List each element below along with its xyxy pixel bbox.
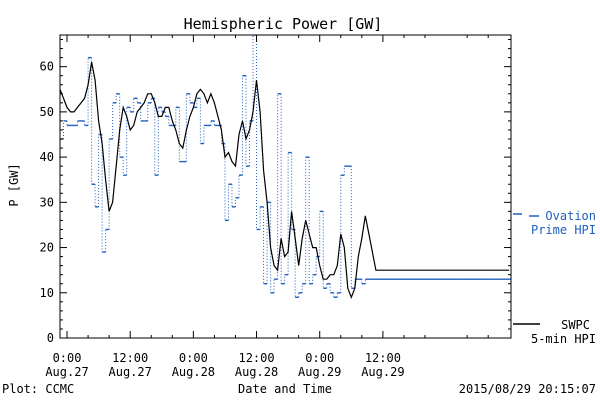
- legend-ovation-line2: Prime HPI: [531, 223, 596, 237]
- x-axis: 0:00Aug.2712:00Aug.270:00Aug.2812:00Aug.…: [45, 35, 489, 379]
- x-tick-time-label: 12:00: [112, 351, 148, 365]
- x-tick-date-label: Aug.28: [172, 365, 215, 379]
- legend-swpc-line2: 5-min HPI: [531, 332, 596, 346]
- x-tick-date-label: Aug.29: [298, 365, 341, 379]
- footer-timestamp: 2015/08/29 20:15:07: [459, 382, 596, 396]
- chart-title: Hemispheric Power [GW]: [184, 15, 383, 33]
- x-tick-date-label: Aug.29: [361, 365, 404, 379]
- x-tick-time-label: 0:00: [305, 351, 334, 365]
- x-axis-label: Date and Time: [238, 382, 332, 396]
- series-swpc-5min-hpi: [60, 61, 510, 299]
- y-axis-label: P [GW]: [7, 163, 21, 206]
- x-tick-time-label: 12:00: [238, 351, 274, 365]
- x-tick-date-label: Aug.27: [45, 365, 88, 379]
- series-ovation-prime-hpi: [60, 35, 511, 298]
- x-tick-time-label: 0:00: [53, 351, 82, 365]
- legend-swpc-line1: SWPC: [561, 318, 590, 332]
- y-tick-label: 40: [40, 150, 54, 164]
- swpc-line: [60, 61, 510, 299]
- x-tick-date-label: Aug.27: [109, 365, 152, 379]
- x-tick-time-label: 0:00: [179, 351, 208, 365]
- y-axis: 0 10 20 30 40 50 60: [40, 39, 511, 345]
- y-tick-label: 50: [40, 105, 54, 119]
- footer-plot-credit: Plot: CCMC: [2, 382, 74, 396]
- legend-ovation-line1: Ovation: [545, 209, 596, 223]
- legend: Ovation Prime HPI SWPC 5-min HPI: [513, 209, 596, 346]
- y-tick-label: 60: [40, 60, 54, 74]
- x-tick-time-label: 12:00: [365, 351, 401, 365]
- y-tick-label: 20: [40, 241, 54, 255]
- y-tick-label: 30: [40, 195, 54, 209]
- plot-frame: [59, 34, 512, 339]
- x-tick-date-label: Aug.28: [235, 365, 278, 379]
- y-tick-label: 10: [40, 286, 54, 300]
- y-tick-label: 0: [47, 331, 54, 345]
